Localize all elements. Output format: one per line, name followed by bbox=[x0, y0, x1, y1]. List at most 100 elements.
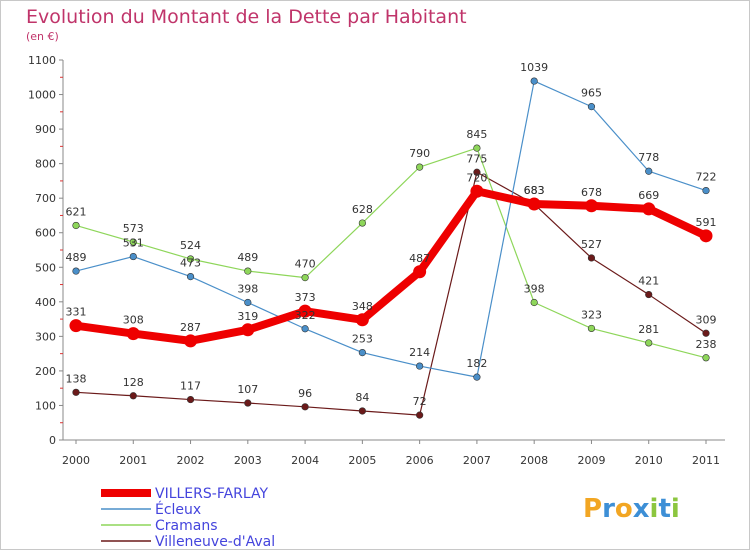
data-point-villers-farlay bbox=[298, 304, 312, 318]
series-line-cramans bbox=[75, 147, 707, 359]
data-label--cleux: 722 bbox=[696, 171, 717, 184]
data-point-cramans bbox=[473, 144, 481, 152]
data-label-cramans: 323 bbox=[581, 308, 602, 321]
data-point-cramans bbox=[358, 219, 366, 227]
data-label--cleux: 253 bbox=[352, 333, 373, 346]
data-label-cramans: 573 bbox=[123, 222, 144, 235]
data-point-cramans bbox=[129, 238, 137, 246]
data-label-cramans: 470 bbox=[295, 258, 316, 271]
data-label--cleux: 531 bbox=[123, 237, 144, 250]
data-label-cramans: 845 bbox=[466, 128, 487, 141]
data-point--cleux bbox=[358, 349, 366, 357]
data-label-villeneuve-d-aval: 128 bbox=[123, 376, 144, 389]
data-point-villeneuve-d-aval bbox=[129, 392, 137, 400]
data-point-villeneuve-d-aval bbox=[473, 168, 481, 176]
x-tick-label: 2005 bbox=[348, 454, 376, 467]
data-label--cleux: 322 bbox=[295, 309, 316, 322]
series-layer bbox=[69, 77, 713, 419]
logo-letter: i bbox=[671, 494, 680, 524]
logo-letter: i bbox=[650, 494, 659, 524]
data-label-cramans: 790 bbox=[409, 147, 430, 160]
data-point-villeneuve-d-aval bbox=[244, 399, 252, 407]
data-point-villers-farlay bbox=[355, 313, 369, 327]
data-label-cramans: 524 bbox=[180, 239, 201, 252]
data-label--cleux: 214 bbox=[409, 346, 430, 359]
data-label-villeneuve-d-aval: 421 bbox=[638, 275, 659, 288]
data-point-villeneuve-d-aval bbox=[645, 290, 653, 299]
series-line-villers-farlay bbox=[72, 187, 710, 345]
data-point-villers-farlay bbox=[584, 199, 598, 213]
data-label-villeneuve-d-aval: 309 bbox=[696, 313, 717, 326]
y-tick-label: 300 bbox=[35, 330, 56, 343]
data-label-villers-farlay: 287 bbox=[180, 321, 201, 334]
data-label--cleux: 778 bbox=[638, 151, 659, 164]
data-point-cramans bbox=[301, 274, 309, 282]
x-tick-label: 2002 bbox=[177, 454, 205, 467]
data-point-villeneuve-d-aval bbox=[358, 407, 366, 415]
data-point-villers-farlay bbox=[126, 327, 140, 341]
x-tick-label: 2010 bbox=[635, 454, 663, 467]
data-point--cleux bbox=[530, 77, 538, 85]
axes: 0 100 200 300 400 500 600 700 800 900 1000 1100 2000… bbox=[28, 54, 725, 467]
x-tick-label: 2009 bbox=[577, 454, 605, 467]
x-tick-label: 2003 bbox=[234, 454, 262, 467]
data-point-villers-farlay bbox=[241, 323, 255, 337]
data-label-villers-farlay: 319 bbox=[237, 310, 258, 323]
data-point--cleux bbox=[72, 267, 80, 275]
x-tick-label: 2007 bbox=[463, 454, 491, 467]
data-label-cramans: 621 bbox=[66, 205, 87, 218]
data-point-villers-farlay bbox=[527, 197, 541, 211]
x-tick-label: 2004 bbox=[291, 454, 319, 467]
data-label-villeneuve-d-aval: 138 bbox=[66, 372, 87, 385]
y-tick-label: 1000 bbox=[28, 89, 56, 102]
legend-label-villeneuve-d-aval: Villeneuve-d'Aval bbox=[155, 534, 275, 550]
data-point-villers-farlay bbox=[69, 319, 83, 333]
y-tick-label: 400 bbox=[35, 296, 56, 309]
y-tick-label: 200 bbox=[35, 365, 56, 378]
data-label--cleux: 1039 bbox=[520, 61, 548, 74]
data-label-villeneuve-d-aval: 72 bbox=[413, 395, 427, 408]
data-label--cleux: 489 bbox=[66, 251, 87, 264]
data-label-villers-farlay: 683 bbox=[524, 184, 545, 197]
data-label-villers-farlay: 348 bbox=[352, 300, 373, 313]
data-point-villeneuve-d-aval bbox=[301, 403, 309, 411]
legend-label-villers-farlay: VILLERS-FARLAY bbox=[155, 486, 269, 502]
data-label--cleux: 473 bbox=[180, 257, 201, 270]
data-point-villeneuve-d-aval bbox=[587, 254, 596, 262]
data-point--cleux bbox=[244, 298, 252, 307]
chart-subtitle: (en €) bbox=[26, 30, 59, 43]
data-label-cramans: 281 bbox=[638, 323, 659, 336]
data-label-cramans: 238 bbox=[696, 338, 717, 351]
data-point-villeneuve-d-aval bbox=[72, 388, 80, 396]
series-line--cleux bbox=[75, 80, 707, 378]
data-point-villers-farlay bbox=[642, 202, 656, 216]
y-tick-label: 800 bbox=[35, 158, 56, 171]
x-tick-label: 2001 bbox=[119, 454, 147, 467]
data-label-cramans: 628 bbox=[352, 203, 373, 216]
data-label-cramans: 489 bbox=[237, 251, 258, 264]
y-tick-label: 700 bbox=[35, 192, 56, 205]
data-point--cleux bbox=[416, 362, 424, 370]
data-point-cramans bbox=[244, 267, 252, 275]
data-point-villers-farlay bbox=[413, 265, 427, 279]
data-label-villeneuve-d-aval: 117 bbox=[180, 380, 201, 393]
data-label--cleux: 398 bbox=[237, 283, 258, 296]
data-label-villeneuve-d-aval: 527 bbox=[581, 238, 602, 251]
y-tick-label: 0 bbox=[49, 434, 56, 447]
data-point--cleux bbox=[129, 252, 137, 261]
data-point-cramans bbox=[645, 339, 653, 347]
data-label-villers-farlay: 331 bbox=[66, 306, 87, 319]
data-label-villers-farlay: 678 bbox=[581, 186, 602, 199]
data-point--cleux bbox=[702, 186, 710, 195]
data-point-villeneuve-d-aval bbox=[186, 395, 195, 404]
logo-text: Proxiti bbox=[583, 494, 680, 524]
data-label-villeneuve-d-aval: 775 bbox=[466, 152, 487, 165]
x-tick-label: 2011 bbox=[692, 454, 720, 467]
data-point-cramans bbox=[530, 298, 538, 307]
x-tick-label: 2008 bbox=[520, 454, 548, 467]
legend-label--cleux: Écleux bbox=[155, 501, 201, 518]
data-point-cramans bbox=[186, 255, 195, 263]
data-label-villers-farlay: 487 bbox=[409, 252, 430, 265]
